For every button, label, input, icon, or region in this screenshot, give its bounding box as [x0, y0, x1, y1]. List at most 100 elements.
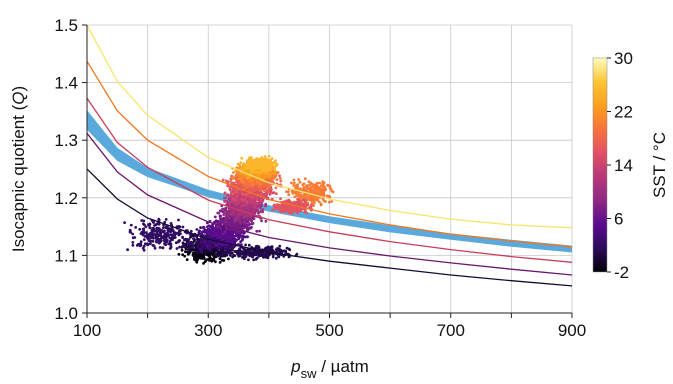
scatter-point: [294, 209, 298, 213]
scatter-point: [242, 249, 246, 253]
scatter-point: [249, 164, 252, 168]
scatter-point: [254, 167, 258, 170]
scatter-point: [246, 217, 249, 221]
scatter-point: [288, 248, 292, 252]
scatter-point: [282, 254, 286, 258]
scatter-point: [195, 228, 199, 231]
scatter-point: [225, 227, 229, 231]
y-tick-label: 1.5: [54, 16, 78, 35]
scatter-point: [131, 243, 135, 247]
scatter-point: [272, 203, 276, 207]
scatter-point: [236, 224, 240, 228]
scatter-point: [248, 214, 251, 218]
scatter-point: [243, 204, 247, 208]
scatter-point: [141, 246, 145, 250]
scatter-point: [226, 239, 230, 242]
scatter-point: [258, 254, 262, 258]
scatter-point: [308, 183, 312, 187]
scatter-point: [327, 200, 331, 204]
scatter-point: [302, 188, 305, 192]
scatter-point: [293, 201, 297, 205]
scatter-point: [152, 229, 156, 233]
scatter-point: [227, 251, 231, 255]
scatter-point: [309, 205, 313, 209]
y-tick-label: 1.1: [54, 246, 78, 265]
scatter-point: [208, 256, 212, 260]
scatter-point: [259, 210, 263, 214]
x-axis-label-sub: sw: [301, 366, 318, 381]
scatter-point: [321, 197, 325, 201]
scatter-point: [243, 167, 247, 171]
scatter-point: [224, 196, 228, 200]
scatter-point: [299, 209, 303, 213]
scatter-point: [279, 250, 283, 254]
scatter-point: [233, 220, 237, 224]
scatter-point: [253, 163, 257, 167]
scatter-point: [189, 229, 193, 233]
scatter-point: [315, 192, 318, 195]
colorbar-tick-label: 6: [614, 210, 623, 229]
scatter-point: [177, 218, 180, 222]
scatter-point: [234, 238, 238, 242]
scatter-point: [223, 211, 227, 215]
scatter-point: [155, 226, 159, 230]
scatter-point: [228, 228, 232, 231]
scatter-point: [244, 243, 248, 247]
scatter-point: [148, 226, 152, 230]
scatter-point: [227, 236, 231, 240]
scatter-point: [204, 259, 208, 263]
scatter-point: [247, 194, 250, 198]
scatter-point: [268, 168, 272, 172]
scatter-point: [257, 247, 261, 251]
scatter-point: [233, 197, 237, 201]
colorbar-ramp: [592, 57, 608, 273]
scatter-point: [157, 241, 161, 245]
scatter-point: [231, 197, 235, 200]
scatter-point: [223, 200, 226, 203]
y-axis-label: Isocapnic quotient (Q): [9, 86, 28, 252]
scatter-point: [259, 185, 262, 189]
scatter-point: [205, 240, 209, 244]
scatter-point: [270, 172, 274, 176]
scatter-point: [196, 251, 200, 255]
scatter-point: [234, 190, 238, 194]
scatter-point: [291, 211, 294, 215]
scatter-point: [326, 184, 330, 187]
scatter-point: [268, 246, 272, 250]
y-axis-label-var: Q: [9, 92, 28, 105]
scatter-point: [306, 186, 309, 190]
scatter-point: [261, 251, 265, 255]
scatter-point: [138, 244, 142, 248]
scatter-point: [278, 174, 281, 178]
scatter-point: [164, 218, 168, 221]
scatter-point: [161, 226, 165, 230]
scatter-point: [276, 254, 280, 257]
scatter-point: [292, 184, 295, 187]
scatter-point: [322, 185, 326, 189]
scatter-point: [239, 224, 242, 228]
scatter-point: [226, 184, 230, 188]
scatter-point: [183, 238, 186, 242]
scatter-point: [224, 220, 228, 224]
scatter-point: [236, 230, 240, 234]
scatter-point: [244, 165, 248, 168]
scatter-point: [274, 206, 278, 209]
scatter-point: [245, 235, 249, 239]
scatter-point: [263, 162, 266, 166]
y-tick-label: 1.4: [54, 74, 78, 93]
scatter-point: [216, 236, 219, 239]
scatter-point: [221, 232, 225, 236]
colorbar-tick-label: 22: [614, 103, 633, 122]
scatter-point: [250, 205, 254, 209]
scatter-point: [159, 239, 163, 243]
scatter-point: [204, 246, 208, 250]
scatter-point: [218, 257, 222, 261]
scatter-point: [268, 192, 272, 196]
scatter-point: [128, 228, 132, 232]
scatter-point: [214, 260, 217, 264]
scatter-point: [134, 226, 138, 229]
scatter-point: [279, 179, 283, 183]
scatter-point: [282, 205, 286, 209]
scatter-point: [202, 243, 206, 247]
